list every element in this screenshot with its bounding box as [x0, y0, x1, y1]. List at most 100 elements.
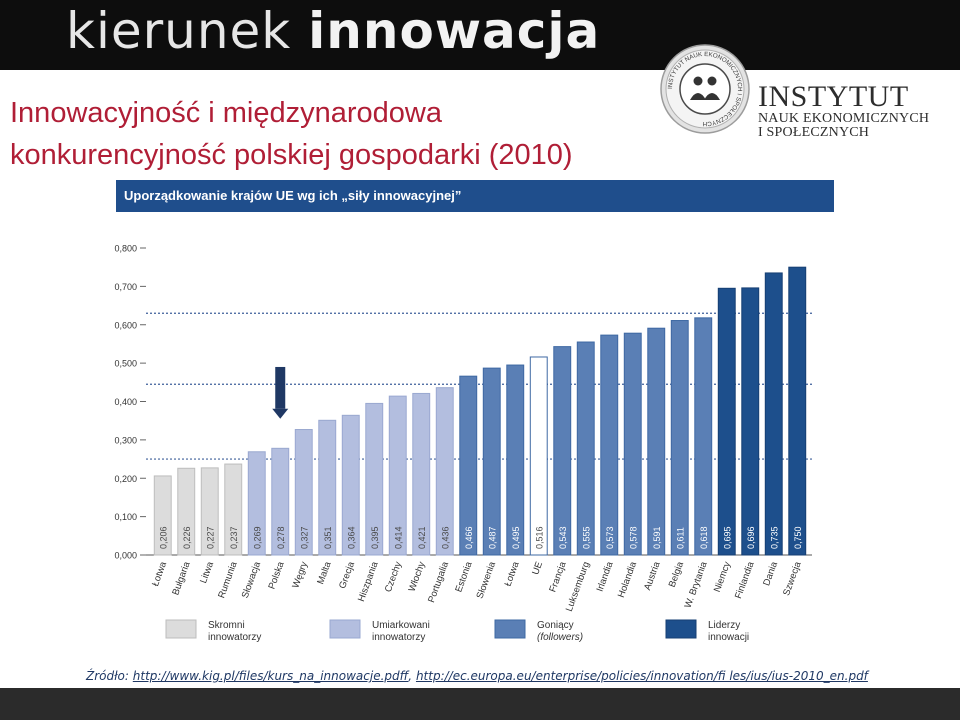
bar-value-label: 0,395 — [370, 526, 380, 549]
institute-seal-logo: INSTYTUT NAUK EKONOMICZNYCH I SPOŁECZNYC… — [660, 44, 750, 134]
bar-value-label: 0,696 — [746, 526, 756, 549]
bar-value-label: 0,495 — [511, 526, 521, 549]
bar-value-label: 0,436 — [440, 526, 450, 549]
source-link-kig[interactable]: http://www.kig.pl/files/kurs_na_innowacj… — [132, 669, 409, 683]
bar-value-label: 0,618 — [699, 526, 709, 549]
bar-value-label: 0,364 — [346, 526, 356, 549]
legend-label: innowacji — [708, 632, 749, 643]
bar — [553, 346, 572, 556]
bar — [647, 327, 666, 556]
bar-value-label: 0,206 — [158, 526, 168, 549]
logo-line-1: INSTYTUT — [758, 80, 909, 113]
category-label: Rumunia — [216, 560, 240, 600]
y-tick-label: 0,300 — [114, 435, 137, 445]
source-separator: , — [408, 669, 413, 683]
category-label: Hiszpania — [356, 560, 381, 604]
bar-value-label: 0,226 — [182, 526, 192, 549]
bar — [506, 364, 525, 556]
category-label: Niemcy — [712, 560, 733, 594]
bar — [717, 287, 736, 556]
highlight-arrow-shaft — [275, 366, 286, 409]
category-label: Malta — [315, 560, 334, 586]
y-tick-label: 0,500 — [114, 359, 137, 369]
footer-bar — [0, 688, 960, 720]
category-label: Węgry — [290, 560, 310, 590]
bar-value-label: 0,573 — [605, 526, 615, 549]
bar — [482, 367, 501, 556]
legend-label: (followers) — [537, 632, 583, 643]
legend-label: Skromni — [208, 620, 245, 631]
category-label: Finlandia — [733, 560, 757, 601]
source-note: Źródło: http://www.kig.pl/files/kurs_na_… — [86, 669, 868, 683]
legend-label: innowatorzy — [208, 632, 261, 643]
bar — [412, 392, 431, 556]
legend-label: innowatorzy — [372, 632, 425, 643]
bar-value-label: 0,735 — [769, 526, 779, 549]
legend-label: Umiarkowani — [372, 620, 430, 631]
bar-value-label: 0,278 — [276, 526, 286, 549]
category-label: Słowacja — [240, 560, 264, 600]
bar — [224, 463, 243, 556]
category-label: Litwa — [198, 560, 216, 585]
bar — [694, 317, 713, 556]
category-label: Estonia — [453, 560, 474, 594]
category-label: Łotwa — [503, 560, 522, 588]
bar — [318, 419, 337, 556]
category-label: Grecja — [337, 560, 357, 591]
y-tick-label: 0,100 — [114, 512, 137, 522]
bar-value-label: 0,237 — [229, 526, 239, 549]
bar — [788, 266, 807, 556]
bar-value-label: 0,695 — [722, 526, 732, 549]
y-tick-label: 0,800 — [114, 244, 137, 254]
page-title: Innowacyjność i międzynarodowa konkurenc… — [10, 92, 573, 176]
legend-swatch — [494, 619, 526, 639]
category-label: Bułgaria — [170, 560, 193, 597]
institute-logo-text: INSTYTUT NAUK EKONOMICZNYCH I SPOŁECZNYC… — [758, 82, 929, 140]
bar-value-label: 0,327 — [299, 526, 309, 549]
legend-swatch — [329, 619, 361, 639]
page-title-line-1: Innowacyjność i międzynarodowa — [10, 97, 442, 129]
category-label: Dania — [761, 560, 780, 588]
category-label: Portugalia — [426, 560, 451, 605]
bar-value-label: 0,227 — [205, 526, 215, 549]
category-label: Słowenia — [475, 560, 499, 601]
banner-title: kierunek innowacja — [66, 2, 600, 60]
category-label: UE — [530, 560, 545, 576]
bar — [623, 332, 642, 556]
bar-value-label: 0,414 — [393, 526, 403, 549]
legend-swatch — [165, 619, 197, 639]
bar-value-label: 0,578 — [628, 526, 638, 549]
legend-label: Liderzy — [708, 620, 740, 631]
bar — [365, 402, 384, 556]
bar-value-label: 0,487 — [487, 526, 497, 549]
chart-title: Uporządkowanie krajów UE wg ich „siły in… — [116, 180, 834, 212]
category-label: Francja — [547, 560, 568, 594]
bar — [529, 356, 548, 556]
banner-word-kierunek: kierunek — [66, 2, 292, 60]
bar — [435, 387, 454, 556]
bar-value-label: 0,555 — [581, 526, 591, 549]
bar — [271, 447, 290, 556]
legend-label: Goniący — [537, 620, 574, 631]
bar — [459, 375, 478, 556]
logo-line-2: NAUK EKONOMICZNYCH — [758, 111, 930, 126]
bar — [600, 334, 619, 556]
source-link-europa[interactable]: http://ec.europa.eu/enterprise/policies/… — [415, 669, 868, 683]
category-label: Polska — [266, 560, 286, 591]
bar-value-label: 0,466 — [464, 526, 474, 549]
y-tick-label: 0,600 — [114, 320, 137, 330]
banner-word-innowacja: innowacja — [308, 2, 601, 60]
bar-value-label: 0,611 — [675, 527, 685, 549]
bar-value-label: 0,351 — [323, 526, 333, 549]
bar — [764, 272, 783, 556]
innovation-bar-chart: 0,000 0,100 0,200 0,300 0,400 0,500 0,600 0,700… — [114, 244, 812, 643]
bar — [247, 451, 266, 556]
bar-value-label: 0,543 — [558, 526, 568, 549]
bar — [670, 320, 689, 556]
category-label: Luksemburg — [564, 560, 592, 613]
category-label: Irlandia — [595, 560, 616, 594]
bar — [388, 395, 407, 556]
bar-value-label: 0,516 — [534, 526, 544, 549]
y-tick-label: 0,000 — [114, 551, 137, 561]
y-tick-label: 0,400 — [114, 397, 137, 407]
